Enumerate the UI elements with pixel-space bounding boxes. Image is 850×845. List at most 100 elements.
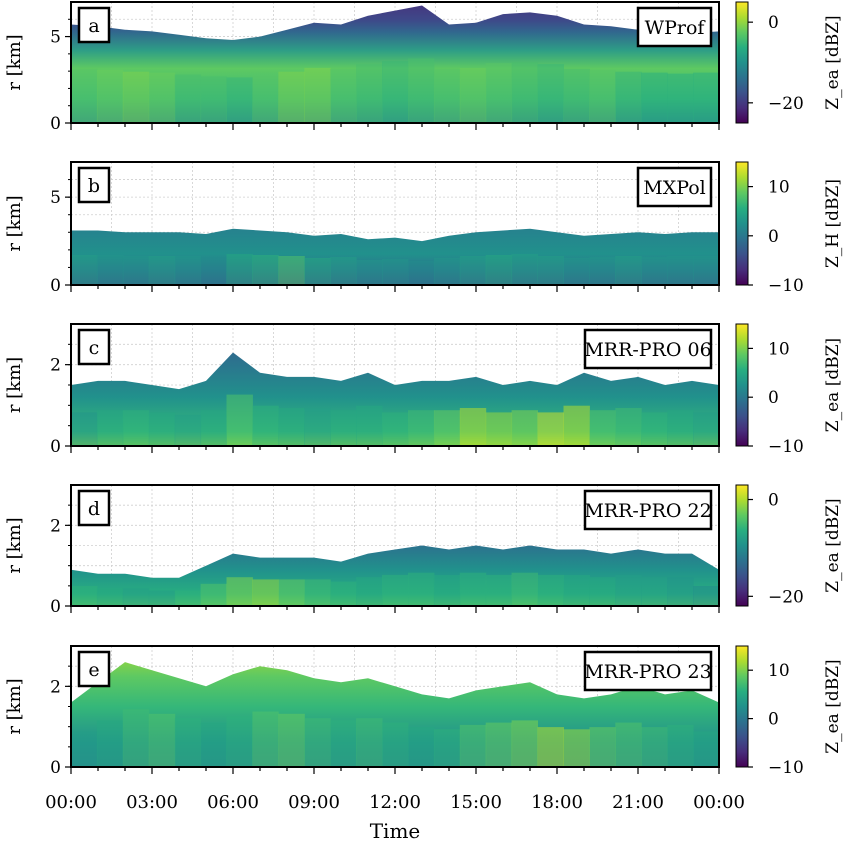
y-tick-label: 0	[50, 597, 61, 617]
intensity-column	[252, 255, 279, 285]
intensity-column	[667, 724, 694, 767]
colorbar-b: −10 0 10 Z_H [dBZ]	[735, 161, 843, 296]
intensity-column	[433, 729, 461, 767]
intensity-column	[71, 731, 98, 767]
colorbar-tick-label: 0	[768, 710, 779, 730]
intensity-column	[511, 410, 538, 446]
colorbar-c: −10 0 10 Z_ea [dBZ]	[735, 323, 843, 457]
panel-letter-box	[77, 328, 111, 366]
intensity-column	[408, 572, 435, 606]
colorbar-label: Z_ea [dBZ]	[823, 338, 843, 432]
echo-e	[71, 662, 719, 767]
intensity-column	[511, 254, 538, 285]
intensity-column	[252, 711, 279, 767]
intensity-column	[226, 254, 253, 285]
colorbar-gradient	[735, 161, 749, 286]
intensity-column	[433, 410, 461, 446]
intensity-column	[200, 76, 227, 123]
intensity-column	[537, 64, 564, 123]
y-tick-label: 0	[50, 276, 61, 296]
y-tick-label: 0	[50, 758, 61, 778]
intensity-column	[148, 713, 176, 767]
panel-c: 0 2 r [km] c MRR-PRO 06 −10 0 10 Z_ea [dBZ]	[4, 323, 843, 457]
intensity-column	[667, 256, 694, 285]
colorbar-gradient	[735, 484, 749, 607]
intensity-column	[693, 72, 719, 123]
intensity-column	[252, 75, 279, 123]
intensity-column	[200, 410, 227, 446]
y-tick-label: 5	[50, 28, 61, 48]
intensity-column	[200, 583, 227, 606]
intensity-column	[433, 574, 461, 606]
intensity-column	[615, 71, 642, 123]
intensity-column	[122, 256, 150, 285]
panel-letter: b	[88, 175, 100, 197]
panel-letter-box	[77, 166, 111, 204]
y-axis-label: r [km]	[4, 678, 25, 734]
intensity-column	[589, 410, 616, 446]
colorbar-tick-label: 10	[768, 339, 790, 359]
intensity-column	[511, 62, 538, 123]
x-tick-label: 06:00	[207, 792, 259, 813]
panel-letter-box	[77, 6, 111, 44]
colorbar-label: Z_ea [dBZ]	[823, 15, 843, 109]
colorbar-tick-label: 0	[768, 388, 779, 408]
instrument-label: MRR-PRO 23	[584, 661, 711, 683]
intensity-column	[304, 257, 331, 285]
y-tick-label: 5	[50, 188, 61, 208]
intensity-column	[356, 718, 383, 767]
intensity-column	[148, 590, 176, 606]
intensity-column	[356, 259, 383, 285]
instrument-label-box	[636, 166, 713, 208]
intensity-column	[382, 61, 409, 123]
colorbar-gradient	[735, 1, 749, 124]
x-tick-label: 03:00	[126, 792, 178, 813]
intensity-column	[459, 572, 487, 606]
colorbar-label: Z_H [dBZ]	[823, 179, 843, 268]
y-axis-label: r [km]	[4, 357, 25, 413]
intensity-column	[226, 77, 253, 123]
y-tick-label: 2	[50, 516, 61, 536]
intensity-column	[459, 724, 487, 767]
intensity-column	[96, 410, 124, 446]
y-tick-label: 0	[50, 114, 61, 134]
colorbar-tick-label: 0	[768, 13, 779, 33]
colorbar-a: −20 0 Z_ea [dBZ]	[735, 1, 843, 124]
instrument-label-box	[583, 489, 713, 531]
y-tick-label: 2	[50, 356, 61, 376]
intensity-column	[485, 255, 513, 285]
intensity-column	[408, 260, 435, 285]
x-tick-label: 18:00	[531, 792, 583, 813]
intensity-column	[382, 574, 409, 606]
echo-c	[71, 352, 719, 446]
intensity-column	[459, 67, 487, 123]
intensity-column	[459, 408, 487, 446]
intensity-column	[615, 574, 642, 606]
intensity-column	[252, 579, 279, 606]
colorbar-tick-label: 10	[768, 661, 790, 681]
colorbar-label: Z_ea [dBZ]	[823, 659, 843, 753]
intensity-column	[304, 579, 331, 606]
panel-letter: e	[88, 659, 99, 681]
echo-a	[71, 5, 719, 123]
intensity-column	[382, 722, 409, 767]
intensity-column	[278, 713, 305, 767]
x-axis-label: Time	[370, 819, 421, 841]
intensity-column	[589, 257, 616, 285]
intensity-column	[148, 412, 176, 446]
intensity-column	[537, 412, 564, 446]
intensity-column	[71, 68, 98, 123]
intensity-column	[356, 64, 383, 123]
colorbar-label: Z_ea [dBZ]	[823, 498, 843, 592]
y-tick-label: 0	[50, 437, 61, 457]
intensity-column	[408, 410, 435, 446]
intensity-column	[693, 412, 719, 446]
intensity-column	[174, 718, 202, 767]
intensity-column	[278, 579, 305, 606]
intensity-column	[122, 709, 150, 767]
intensity-column	[174, 74, 202, 123]
intensity-column	[382, 412, 409, 446]
colorbar-d: −20 0 Z_ea [dBZ]	[735, 484, 843, 607]
instrument-label: MXPol	[643, 177, 706, 199]
